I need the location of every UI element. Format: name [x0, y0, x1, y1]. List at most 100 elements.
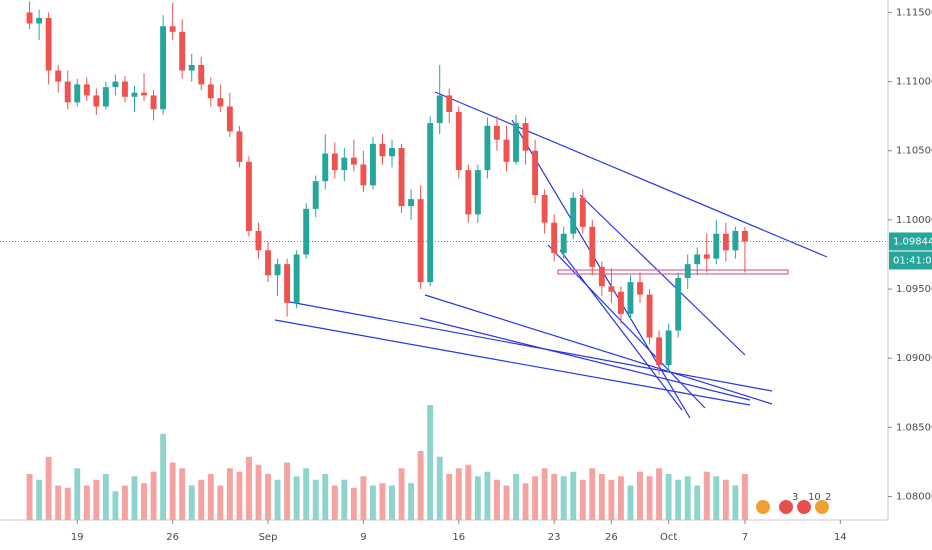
volume-bar	[350, 487, 357, 520]
event-count: 10	[808, 492, 821, 503]
volume-bar	[217, 485, 224, 520]
volume-bar	[627, 485, 634, 520]
trendline	[434, 91, 828, 258]
volume-bar	[93, 479, 100, 520]
trendlines	[274, 91, 828, 419]
candle-body	[617, 291, 624, 314]
volume-bar	[417, 451, 424, 520]
candle-body	[265, 250, 271, 276]
candle-body	[36, 17, 43, 24]
volume-bar	[646, 476, 653, 520]
volume-layer	[26, 405, 748, 520]
candle-body	[455, 112, 462, 171]
candle-body	[74, 84, 81, 103]
x-tick-label: 19	[71, 532, 84, 543]
volume-bar	[598, 474, 605, 520]
candle-body	[598, 266, 605, 287]
candle-body	[484, 125, 491, 171]
axes: 1.08000 1.08500 1.09000 1.09500 1.10000 1.105…	[0, 7, 932, 543]
volume-bar	[379, 483, 386, 520]
volume-bar	[112, 491, 119, 520]
candle-body	[226, 106, 233, 132]
volume-bar	[503, 485, 510, 520]
trendline	[559, 249, 683, 411]
volume-bar	[64, 487, 71, 520]
volume-bar	[570, 471, 577, 520]
volume-bar	[741, 474, 748, 520]
volume-bar	[694, 485, 701, 520]
candle-body	[732, 230, 739, 251]
volume-bar	[312, 479, 319, 520]
volume-bar	[255, 464, 262, 520]
candle-body	[102, 87, 109, 107]
candle-body	[551, 222, 558, 254]
candle-body	[493, 125, 500, 140]
candle-body	[379, 143, 386, 157]
candle-body	[360, 164, 367, 186]
volume-bar	[369, 485, 376, 520]
candle-body	[150, 95, 157, 110]
candle-body	[637, 282, 643, 295]
candle-body	[465, 170, 472, 215]
x-tick-label: 26	[166, 532, 179, 543]
volume-bar	[732, 485, 739, 520]
candle-body	[169, 26, 176, 32]
trendline	[424, 294, 773, 405]
candle-body	[722, 233, 729, 251]
candle-body	[513, 123, 519, 162]
candle-body	[341, 157, 348, 171]
candle-body	[26, 12, 33, 24]
candle-body	[93, 95, 100, 107]
volume-bar	[541, 468, 548, 520]
candle-body	[245, 161, 252, 231]
candle-body	[293, 254, 300, 303]
volume-bar	[284, 462, 291, 520]
x-tick-label: Oct	[660, 532, 677, 543]
event-icon[interactable]	[756, 500, 770, 514]
volume-bar	[341, 479, 348, 520]
candle-body	[369, 143, 376, 186]
volume-bar	[684, 476, 691, 520]
volume-bar	[513, 474, 519, 520]
volume-bar	[455, 468, 462, 520]
trendline	[579, 194, 746, 356]
candle-body	[570, 197, 577, 234]
trendline	[547, 244, 706, 409]
countdown-box	[889, 251, 932, 270]
volume-bar	[675, 479, 682, 520]
volume-bar	[560, 476, 567, 520]
event-icon[interactable]	[779, 500, 793, 514]
candle-body	[675, 277, 682, 331]
volume-bar	[713, 476, 720, 520]
y-tick-label: 1.10000	[896, 215, 932, 226]
event-icon[interactable]	[815, 500, 829, 514]
candle-body	[665, 330, 672, 366]
volume-bar	[389, 485, 395, 520]
candle-body	[45, 17, 52, 71]
volume-bar	[83, 485, 90, 520]
volume-bar	[188, 485, 195, 520]
volume-bar	[274, 479, 281, 520]
candle-body	[522, 123, 529, 151]
events: 3 10 2	[756, 492, 831, 514]
candle-body	[703, 254, 710, 259]
candle-body	[474, 170, 481, 215]
volume-bar	[465, 464, 472, 520]
candle-body	[417, 199, 424, 283]
candle-body	[312, 181, 319, 209]
candle-body	[331, 153, 338, 171]
event-icon[interactable]	[797, 500, 811, 514]
candle-body	[560, 233, 567, 254]
zone	[557, 269, 789, 275]
y-tick-label: 1.08500	[896, 422, 932, 433]
candle-body	[608, 286, 615, 292]
candle-body	[179, 31, 186, 71]
candle-body	[188, 65, 195, 71]
volume-bar	[608, 479, 615, 520]
volume-bar	[322, 474, 329, 520]
volume-bar	[637, 471, 643, 520]
candle-body	[255, 230, 262, 251]
candle-body	[627, 282, 634, 314]
volume-bar	[74, 468, 81, 520]
